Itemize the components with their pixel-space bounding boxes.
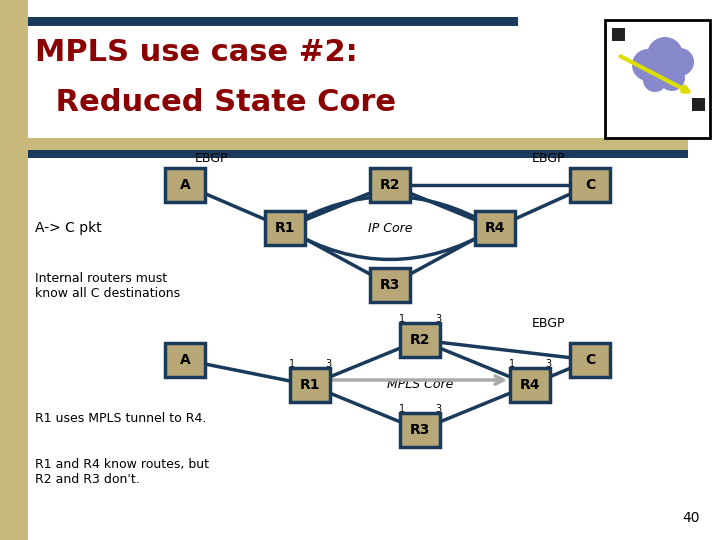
Bar — [0, 0, 28, 540]
Text: 1: 1 — [509, 359, 515, 369]
Text: R1: R1 — [275, 221, 295, 235]
Text: 1: 1 — [399, 404, 405, 414]
Text: 3: 3 — [435, 314, 441, 324]
Text: A-> C pkt: A-> C pkt — [35, 221, 102, 235]
Text: EBGP: EBGP — [532, 317, 565, 330]
FancyBboxPatch shape — [570, 168, 610, 202]
FancyBboxPatch shape — [290, 368, 330, 402]
Text: EBGP: EBGP — [195, 152, 228, 165]
Text: R3: R3 — [410, 423, 430, 437]
Text: A: A — [179, 353, 190, 367]
Text: 2: 2 — [399, 350, 405, 360]
FancyBboxPatch shape — [400, 413, 440, 447]
Text: C: C — [585, 353, 595, 367]
Bar — [605, 20, 710, 138]
Text: 4: 4 — [435, 440, 441, 450]
Circle shape — [666, 48, 694, 76]
Text: 4: 4 — [435, 350, 441, 360]
Text: Internal routers must
know all C destinations: Internal routers must know all C destina… — [35, 272, 180, 300]
Text: R2: R2 — [379, 178, 400, 192]
Text: 3: 3 — [435, 404, 441, 414]
Text: IP Core: IP Core — [368, 221, 413, 234]
Circle shape — [632, 49, 664, 81]
FancyBboxPatch shape — [370, 268, 410, 302]
Text: A: A — [179, 178, 190, 192]
Text: R2: R2 — [410, 333, 431, 347]
FancyBboxPatch shape — [370, 168, 410, 202]
Text: R1 and R4 know routes, but
R2 and R3 don't.: R1 and R4 know routes, but R2 and R3 don… — [35, 458, 209, 486]
FancyBboxPatch shape — [570, 343, 610, 377]
Text: R4: R4 — [520, 378, 540, 392]
FancyArrowPatch shape — [287, 197, 492, 227]
Text: 4: 4 — [325, 395, 331, 405]
Text: 1: 1 — [289, 359, 295, 369]
Circle shape — [643, 68, 667, 92]
Circle shape — [659, 65, 685, 91]
FancyBboxPatch shape — [265, 211, 305, 245]
Text: R1 uses MPLS tunnel to R4.: R1 uses MPLS tunnel to R4. — [35, 411, 207, 424]
Text: Reduced State Core: Reduced State Core — [45, 88, 396, 117]
Text: 1: 1 — [399, 314, 405, 324]
Bar — [28, 138, 688, 150]
Bar — [692, 98, 705, 111]
Bar — [612, 28, 625, 41]
Text: MPLS Core: MPLS Core — [387, 379, 453, 392]
Text: 4: 4 — [545, 395, 551, 405]
FancyBboxPatch shape — [165, 168, 205, 202]
Text: EBGP: EBGP — [532, 152, 565, 165]
FancyArrowPatch shape — [287, 230, 492, 260]
Text: MPLS use case #2:: MPLS use case #2: — [35, 38, 358, 67]
Text: 3: 3 — [545, 359, 551, 369]
Text: R4: R4 — [485, 221, 505, 235]
Text: R1: R1 — [300, 378, 320, 392]
Text: 2: 2 — [289, 395, 295, 405]
Bar — [28, 150, 688, 158]
FancyArrowPatch shape — [333, 376, 503, 384]
Text: 2: 2 — [399, 440, 405, 450]
FancyBboxPatch shape — [510, 368, 550, 402]
FancyBboxPatch shape — [165, 343, 205, 377]
Circle shape — [647, 37, 683, 73]
Bar — [28, 17, 518, 26]
Text: C: C — [585, 178, 595, 192]
Text: R3: R3 — [380, 278, 400, 292]
Text: 2: 2 — [509, 395, 515, 405]
FancyBboxPatch shape — [400, 323, 440, 357]
FancyBboxPatch shape — [475, 211, 515, 245]
Text: 3: 3 — [325, 359, 331, 369]
Text: 40: 40 — [683, 511, 700, 525]
